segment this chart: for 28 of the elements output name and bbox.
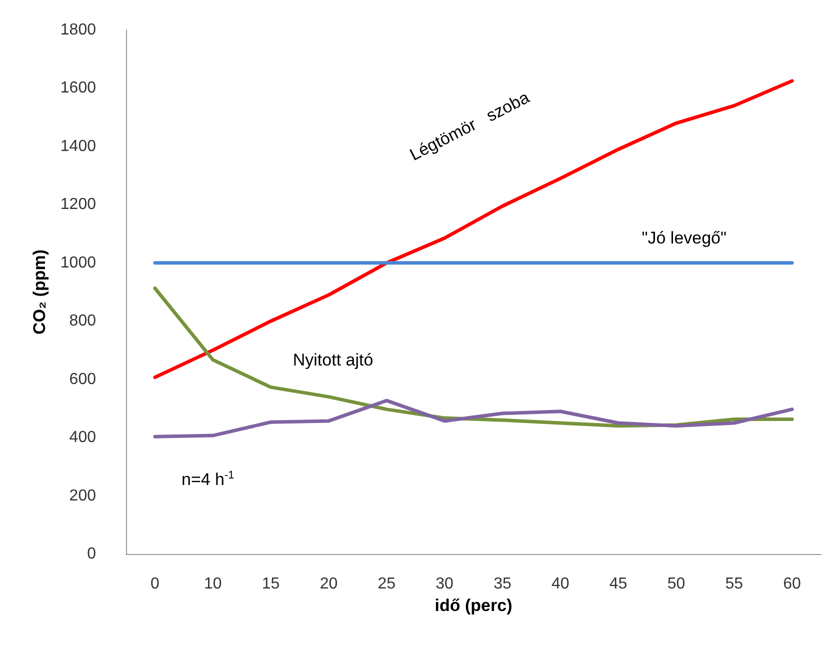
x-tick-label: 10 bbox=[204, 576, 222, 592]
y-tick-label: 1800 bbox=[60, 22, 96, 38]
series-label: Nyitott ajtó bbox=[292, 350, 374, 370]
y-axis-title: CO₂ (ppm) bbox=[30, 250, 49, 334]
y-tick-label: 600 bbox=[69, 370, 96, 388]
y-tick-label: 1600 bbox=[60, 80, 96, 97]
y-tick-label: 1400 bbox=[60, 138, 96, 155]
x-tick-label: 0 bbox=[150, 576, 160, 592]
x-tick-label: 35 bbox=[494, 576, 512, 592]
x-tick-label: 40 bbox=[551, 576, 570, 592]
y-tick-label: 1200 bbox=[60, 196, 96, 214]
y-tick-label: 1000 bbox=[60, 254, 96, 272]
x-axis-title: idő (perc) bbox=[434, 596, 512, 615]
y-tick-label: 800 bbox=[69, 312, 96, 330]
x-tick-label: 25 bbox=[378, 576, 396, 592]
y-tick-label: 400 bbox=[69, 429, 96, 446]
x-tick-label: 30 bbox=[436, 576, 454, 592]
x-tick-label: 20 bbox=[320, 576, 338, 592]
x-tick-label: 15 bbox=[262, 576, 280, 592]
y-tick-label: 200 bbox=[69, 487, 96, 504]
line-series bbox=[153, 79, 794, 380]
series-label: "Jó levegő" bbox=[642, 228, 727, 248]
y-tick-label: 0 bbox=[87, 546, 96, 562]
x-tick-label: 60 bbox=[783, 576, 802, 592]
x-tick-label: 45 bbox=[609, 576, 628, 592]
x-tick-label: 55 bbox=[725, 576, 744, 592]
line-series bbox=[153, 398, 794, 438]
x-tick-label: 50 bbox=[667, 576, 686, 592]
